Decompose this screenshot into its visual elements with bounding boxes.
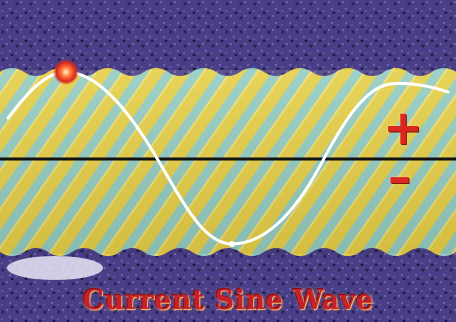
positive-sign: + xyxy=(383,100,424,156)
glowing-dot-icon xyxy=(53,59,79,85)
trough-marker xyxy=(229,241,235,247)
negative-sign: – xyxy=(388,150,411,204)
band-shading xyxy=(0,70,456,254)
light-smudge xyxy=(7,256,103,280)
diagram-caption: Current Sine Wave xyxy=(82,285,374,316)
